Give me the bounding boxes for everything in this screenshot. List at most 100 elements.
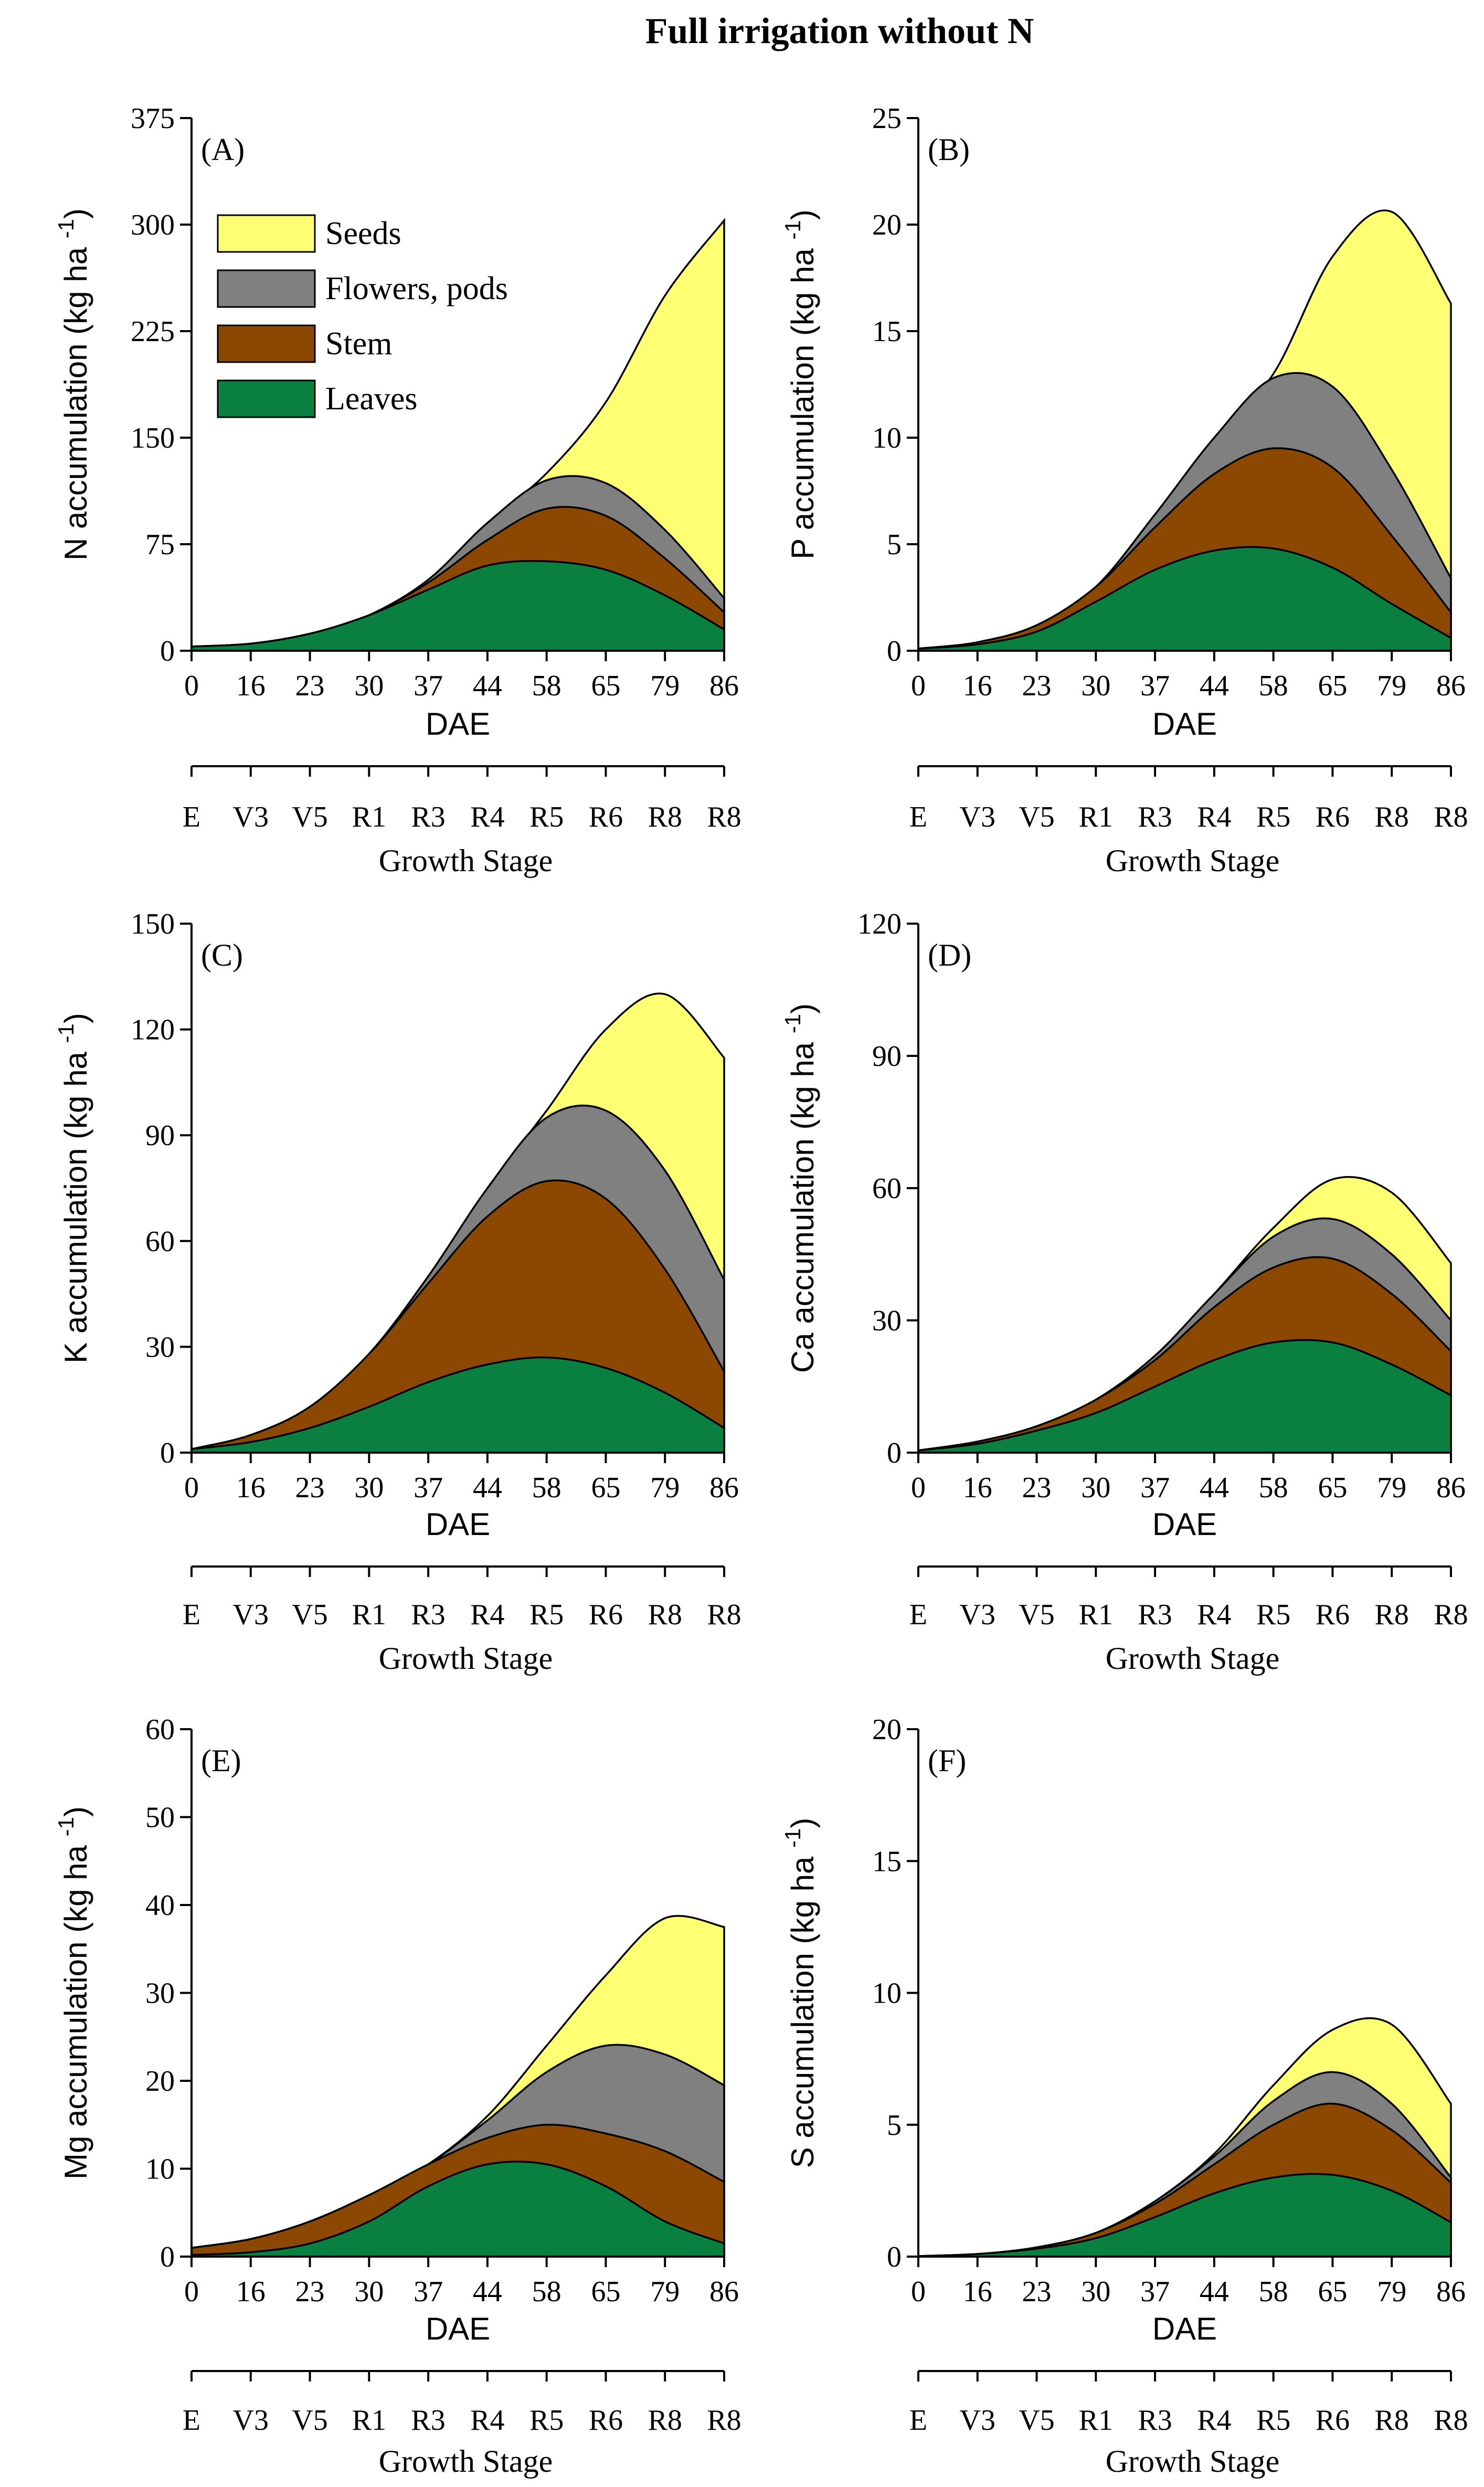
stage-tick-label: V3 [233,1599,269,1631]
y-tick-label: 150 [131,422,175,454]
stage-tick-label: R1 [352,2404,386,2437]
y-tick-label: 5 [887,2109,902,2142]
x-tick-label: 65 [591,1472,620,1504]
stage-tick-label: R3 [1138,1599,1172,1631]
stage-tick-label: E [183,1599,200,1631]
y-tick-label: 25 [872,102,902,135]
x-tick-label: 0 [911,1472,926,1504]
stage-tick-label: V5 [1019,801,1054,833]
panel-b: 0 5 10 15 20 25 0 16 23 30 37 44 58 65 79 86 DAE E V3 V5 R1 R… [780,102,1468,878]
stage-tick-label: V3 [960,801,995,833]
stage-tick-label: R6 [1316,2404,1350,2437]
x-tick-label: 86 [1436,670,1466,702]
stage-tick-label: R8 [648,801,682,833]
x-tick-label: 30 [1081,2276,1110,2308]
x-axis-label: DAE [426,2311,490,2346]
legend-label: Leaves [325,381,418,417]
stage-tick-label: V3 [233,2404,269,2437]
x-tick-label: 0 [184,670,199,702]
stage-tick-label: E [909,801,927,833]
x-tick-label: 37 [1140,670,1170,702]
x-tick-label: 30 [1081,670,1110,702]
stage-tick-label: E [909,1599,927,1631]
y-tick-label: 10 [872,422,902,454]
x-tick-label: 23 [1022,1472,1052,1504]
stage-tick-label: R1 [1079,2404,1113,2437]
x-tick-label: 16 [236,1472,266,1504]
y-tick-label: 50 [145,1802,175,1834]
x-tick-label: 79 [650,670,680,702]
x-tick-label: 65 [591,670,620,702]
legend-label: Stem [325,326,392,362]
x-tick-label: 30 [1081,1472,1110,1504]
stage-tick-label: E [183,2404,200,2437]
y-tick-label: 30 [872,1305,902,1337]
stage-tick-label: V3 [233,801,269,833]
x-axis-label: DAE [1152,706,1217,742]
stage-tick-label: R5 [1256,1599,1290,1631]
x-tick-label: 65 [1318,670,1347,702]
y-tick-label: 0 [160,2241,175,2273]
area-leaves [190,2161,725,2258]
x-tick-label: 23 [1022,670,1052,702]
x-tick-label: 79 [650,1472,680,1504]
x-tick-label: 0 [911,2276,926,2308]
x-tick-label: 44 [1200,670,1229,702]
stage-tick-label: R6 [589,1599,623,1631]
x-tick-label: 16 [236,670,266,702]
x-tick-label: 23 [295,670,325,702]
x-tick-label: 16 [963,2276,992,2308]
stage-tick-label: R5 [529,2404,564,2437]
x-tick-label: 16 [963,1472,992,1504]
stage-tick-label: V3 [960,2404,995,2437]
stage-axis-label: Growth Stage [1106,2444,1280,2479]
x-tick-label: 58 [1259,2276,1288,2308]
y-tick-label: 0 [887,1437,902,1469]
stage-tick-label: R8 [1375,2404,1409,2437]
stage-tick-label: R4 [1197,801,1231,833]
y-axis-label: Ca accumulation (kg ha -1) [780,1003,820,1373]
panel-label: (D) [928,938,971,972]
x-tick-label: 0 [184,1472,199,1504]
x-tick-label: 30 [354,2276,384,2308]
x-axis-label: DAE [1152,2311,1217,2346]
panel-label: (F) [928,1743,966,1778]
x-tick-label: 44 [1200,1472,1229,1504]
x-tick-label: 44 [473,1472,502,1504]
stage-tick-label: R3 [411,2404,445,2437]
stage-tick-label: R1 [352,801,386,833]
x-tick-label: 58 [532,2276,561,2308]
panel-a: 0 75 150 225 300 375 0 16 23 30 37 44 58 65 79 86 DAE E V3… [54,102,741,878]
x-tick-label: 37 [414,1472,443,1504]
y-tick-label: 20 [872,1713,902,1746]
y-tick-label: 0 [160,1437,175,1469]
y-tick-label: 60 [145,1225,175,1258]
y-tick-label: 40 [145,1889,175,1922]
stage-tick-label: R1 [1079,801,1113,833]
panel-f: 0 5 10 15 20 0 16 23 30 37 44 58 65 79 86 DAE E V3 V5 R1 R3 R… [780,1713,1468,2479]
stage-tick-label: R3 [411,801,445,833]
legend-swatch [217,379,316,418]
area-leaves [917,546,1452,652]
stage-tick-label: V5 [1019,1599,1054,1631]
legend-swatch [217,214,316,253]
x-tick-label: 23 [295,1472,325,1504]
stage-tick-label: R1 [1079,1599,1113,1631]
y-tick-label: 10 [145,2153,175,2186]
legend-label: Seeds [325,216,401,251]
x-tick-label: 30 [354,670,384,702]
x-tick-label: 86 [1436,2276,1466,2308]
y-tick-label: 20 [145,2065,175,2098]
x-tick-label: 86 [709,2276,739,2308]
stage-tick-label: R8 [1434,801,1468,833]
stage-axis-label: Growth Stage [1106,843,1280,878]
stage-tick-label: R8 [648,2404,682,2437]
x-tick-label: 16 [963,670,992,702]
x-tick-label: 37 [1140,1472,1170,1504]
x-tick-label: 65 [1318,1472,1347,1504]
y-axis-label: Mg accumulation (kg ha -1) [54,1806,93,2179]
x-tick-label: 30 [354,1472,384,1504]
x-tick-label: 44 [473,670,502,702]
x-tick-label: 37 [1140,2276,1170,2308]
stage-axis-label: Growth Stage [379,1641,553,1676]
